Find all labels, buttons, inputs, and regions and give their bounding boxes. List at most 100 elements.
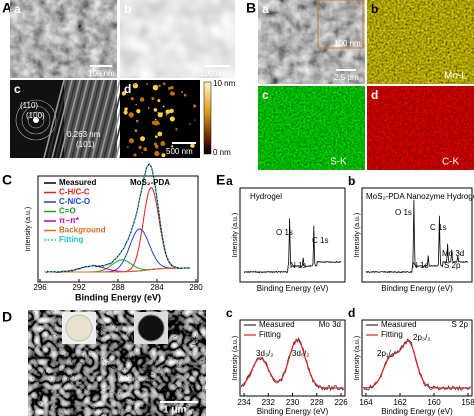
background-curve xyxy=(44,267,191,273)
colorbar-label: 10 nm xyxy=(213,79,236,88)
legend-label: Measured xyxy=(59,178,96,187)
fringe xyxy=(64,80,84,158)
particle xyxy=(154,144,159,149)
survey-curve xyxy=(243,218,342,274)
particle xyxy=(157,99,161,103)
particle xyxy=(193,104,197,108)
plot-title: S 2p xyxy=(452,320,469,329)
particle xyxy=(194,119,196,121)
legend-label: C-H/C-C xyxy=(59,188,90,197)
particle xyxy=(143,147,148,152)
legend-label: Measured xyxy=(381,320,417,329)
particle xyxy=(152,84,159,91)
diffraction-ring xyxy=(27,111,45,129)
fringe xyxy=(60,80,80,158)
fringe xyxy=(56,80,76,158)
sub-label: b xyxy=(348,174,355,188)
sub-label: a xyxy=(262,2,269,16)
particle xyxy=(189,123,191,125)
panel-label: B xyxy=(246,0,256,16)
hydrogel-photo xyxy=(65,314,93,342)
lattice-label: 0.263 nm xyxy=(67,130,101,139)
panel-label: E xyxy=(216,172,225,188)
colorbar xyxy=(203,81,212,155)
particle xyxy=(165,113,168,116)
scale-bar-label: 100 nm xyxy=(88,69,115,78)
legend-label: Measured xyxy=(259,320,295,329)
particle xyxy=(165,109,171,114)
plot-frame xyxy=(361,319,473,397)
mo-map xyxy=(367,0,474,84)
fringe xyxy=(96,80,116,158)
particle xyxy=(153,108,158,112)
x-tick-label: 232 xyxy=(262,398,276,407)
x-tick-label: 288 xyxy=(111,283,125,292)
fitting-curve xyxy=(240,339,344,389)
x-tick-label: 228 xyxy=(310,398,324,407)
particle xyxy=(134,83,136,86)
lattice-label: (101) xyxy=(76,140,95,149)
particle xyxy=(169,91,175,96)
particle xyxy=(133,153,137,157)
y-axis-label: Intensity (a.u.) xyxy=(354,213,361,257)
particle xyxy=(128,138,135,144)
particle xyxy=(157,112,163,118)
legend-label: Fitting xyxy=(259,330,281,339)
afm-particles xyxy=(121,82,197,158)
particle xyxy=(161,153,166,158)
survey-curve xyxy=(365,199,469,274)
scale-bar-label: 2.5 μm xyxy=(334,73,359,82)
x-tick-label: 284 xyxy=(150,283,164,292)
particle xyxy=(121,91,127,96)
particle xyxy=(171,145,174,148)
particle xyxy=(147,107,150,109)
diffraction-pattern xyxy=(15,99,57,141)
sub-label: d xyxy=(124,82,131,96)
y-axis-label: Intensity (a.u.) xyxy=(354,336,361,380)
particle xyxy=(130,96,134,101)
legend-label: C=O xyxy=(59,207,76,216)
particle xyxy=(135,103,137,106)
legend-label: π−π* xyxy=(59,216,80,225)
particle xyxy=(169,116,175,122)
fringe xyxy=(84,80,104,158)
particle xyxy=(151,97,155,100)
sub-label: d xyxy=(348,306,355,320)
plot-frame xyxy=(239,187,346,283)
legend-label: Background xyxy=(59,226,106,235)
sub-label: b xyxy=(124,2,131,16)
fringe xyxy=(44,80,64,158)
annotation: 2p₃/₂ xyxy=(413,333,430,342)
x-axis-label: Binding Energy (eV) xyxy=(257,284,329,293)
fringe xyxy=(92,80,112,158)
legend-label: Fitting xyxy=(59,235,84,244)
particle xyxy=(141,152,143,154)
particle xyxy=(123,110,128,115)
xps-plots: a Intensity (a.u.) Binding Energy (eV) b Int… xyxy=(226,174,474,416)
x-axis-label: Binding Energy (eV) xyxy=(257,407,329,416)
annotation: 3d₅/₂ xyxy=(292,349,309,358)
particle xyxy=(169,108,174,114)
annotation: MoS₂-PDA Nanozyme Hydrogel xyxy=(366,192,474,201)
annotation: Mo 3d xyxy=(442,249,464,258)
annotation: N 1s xyxy=(412,261,428,270)
particle xyxy=(157,131,163,137)
particle xyxy=(132,83,139,89)
particle xyxy=(136,109,141,114)
y-axis-label: Intensity (a.u.) xyxy=(25,207,32,251)
particle xyxy=(128,112,134,118)
scale-bar-label: 100 nm xyxy=(200,69,227,78)
fringe xyxy=(48,80,68,158)
element-label: Mo-L xyxy=(444,71,467,82)
particle xyxy=(154,120,160,126)
particle xyxy=(170,85,174,90)
x-tick-label: 234 xyxy=(237,398,251,407)
x-tick-label: 226 xyxy=(334,398,348,407)
scale-bar-label: 1 μm xyxy=(163,405,186,416)
fitting-curve xyxy=(44,164,191,273)
annotation: C 1s xyxy=(430,223,446,232)
x-axis-label: Binding Energy (eV) xyxy=(381,407,453,416)
element-label: C-K xyxy=(442,157,460,168)
sub-label: a xyxy=(226,174,233,188)
